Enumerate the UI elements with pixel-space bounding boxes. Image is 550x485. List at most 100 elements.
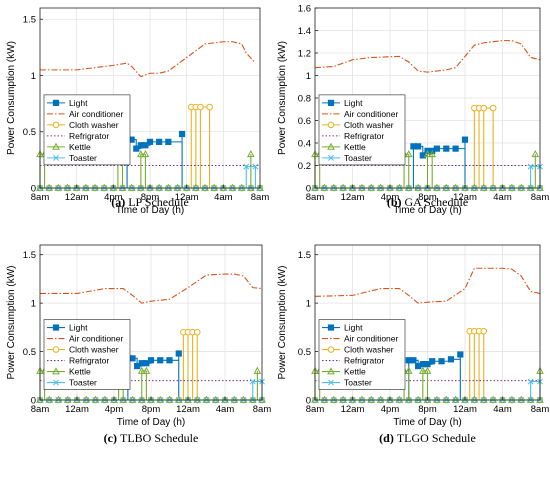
x-tick-label: 8pm <box>142 404 161 415</box>
legend-label: Cloth washer <box>69 345 119 355</box>
caption-text: TLBO Schedule <box>120 431 198 445</box>
data-point <box>206 103 213 111</box>
series-air-conditioner <box>314 40 541 73</box>
legend-label: Light <box>344 98 363 108</box>
y-tick-label: 0.5 <box>23 347 36 358</box>
y-axis: 0 0.5 1 1.5 <box>298 250 318 406</box>
legend-label: Light <box>344 323 363 333</box>
x-tick-label: 8am <box>31 404 50 415</box>
data-point <box>429 358 436 365</box>
x-tick-label: 8am <box>531 192 550 203</box>
chart-panel-2: 8am 12am 4pm 8pm 12am 4am 8am00.20.40.60.811.2… <box>277 3 549 216</box>
legend-marker <box>328 379 334 386</box>
series-line <box>40 273 263 304</box>
y-axis: 0 0.5 1 1.5 <box>23 250 43 406</box>
data-point <box>129 355 136 362</box>
legend-label: Cloth washer <box>69 120 119 130</box>
y-axis-label: Power Consumption (kW) <box>277 266 288 380</box>
data-point <box>410 357 417 364</box>
y-tick-label: 0.6 <box>298 116 311 127</box>
y-tick-label: 1 <box>306 298 311 309</box>
legend-marker <box>53 154 59 161</box>
x-tick-label: 8am <box>31 192 50 203</box>
y-tick-label: 1 <box>306 71 311 82</box>
x-tick-label: 4pm <box>381 192 400 203</box>
x-tick-label: 8am <box>251 192 270 203</box>
x-axis-label: Time of Day (h) <box>116 205 185 216</box>
legend-label: Air conditioner <box>69 109 124 119</box>
x-tick-label: 4am <box>216 404 235 415</box>
series-line <box>314 40 541 73</box>
x-axis: 8am 12am 4pm 8pm 12am 4am 8am <box>306 397 550 415</box>
x-tick-label: 12am <box>453 192 477 203</box>
y-tick-label: 0.5 <box>298 347 311 358</box>
x-tick-label: 4pm <box>104 192 123 203</box>
legend-label: Light <box>69 323 88 333</box>
x-axis: 8am 12am 4pm 8pm 12am 4am 8am <box>31 397 272 415</box>
data-point <box>423 149 432 158</box>
y-tick-label: 0 <box>31 395 36 406</box>
legend-box <box>318 94 406 166</box>
series-air-conditioner <box>40 41 256 78</box>
legend-marker <box>52 99 60 106</box>
legend-label: Light <box>69 98 88 108</box>
y-tick-label: 1.5 <box>298 250 311 261</box>
legend-label: Air conditioner <box>69 334 124 344</box>
legend-marker <box>53 379 59 386</box>
data-point <box>197 103 204 111</box>
legend-label: Cloth washer <box>344 120 394 130</box>
legend-marker <box>327 346 335 353</box>
data-point <box>531 149 540 158</box>
data-point <box>249 378 256 385</box>
data-point <box>165 138 172 145</box>
series-light <box>40 130 260 189</box>
data-point <box>246 149 255 158</box>
data-point <box>166 357 173 364</box>
x-tick-label: 12am <box>341 404 365 415</box>
x-tick-label: 4pm <box>381 404 400 415</box>
figure-caption: (a) LP Schedule <box>111 195 189 209</box>
data-point <box>404 149 413 158</box>
legend-box <box>43 94 131 166</box>
x-tick-label: 8pm <box>418 192 437 203</box>
y-axis-label: Power Consumption (kW) <box>6 266 17 380</box>
data-point <box>461 136 469 143</box>
legend-marker <box>52 121 60 129</box>
series-air-conditioner <box>40 273 263 304</box>
legend-label: Refrigrator <box>69 131 109 141</box>
x-axis: 8am 12am 4pm 8pm 12am 4am 8am <box>31 185 270 203</box>
x-tick-label: 4am <box>493 192 512 203</box>
legend-label: Toaster <box>344 153 372 163</box>
y-tick-label: 0 <box>31 183 36 194</box>
legend-marker <box>327 324 335 331</box>
data-point <box>457 351 464 358</box>
legend-box <box>43 319 131 390</box>
data-point <box>142 366 151 374</box>
x-tick-label: 4pm <box>105 404 124 415</box>
caption-text: GA Schedule <box>405 195 469 209</box>
data-point <box>137 366 146 374</box>
y-axis-label: Power Consumption (kW) <box>6 41 17 155</box>
y-tick-label: 1.2 <box>298 48 311 59</box>
legend-label: Kettle <box>344 142 366 152</box>
y-tick-label: 1.6 <box>298 3 311 14</box>
x-tick-label: 8am <box>253 404 272 415</box>
data-point <box>142 142 149 149</box>
x-tick-label: 8am <box>531 404 550 415</box>
data-point <box>133 145 140 152</box>
legend-label: Toaster <box>344 378 372 388</box>
legend-label: Refrigrator <box>344 356 384 366</box>
figure-caption: (b) GA Schedule <box>387 195 468 209</box>
data-point <box>433 145 440 152</box>
data-point <box>141 149 150 158</box>
legend-box <box>318 319 406 390</box>
x-axis: 8am 12am 4pm 8pm 12am 4am 8am <box>306 185 550 203</box>
legend-label: Kettle <box>69 367 91 377</box>
legend-marker <box>52 142 60 150</box>
legend-marker <box>327 367 335 375</box>
